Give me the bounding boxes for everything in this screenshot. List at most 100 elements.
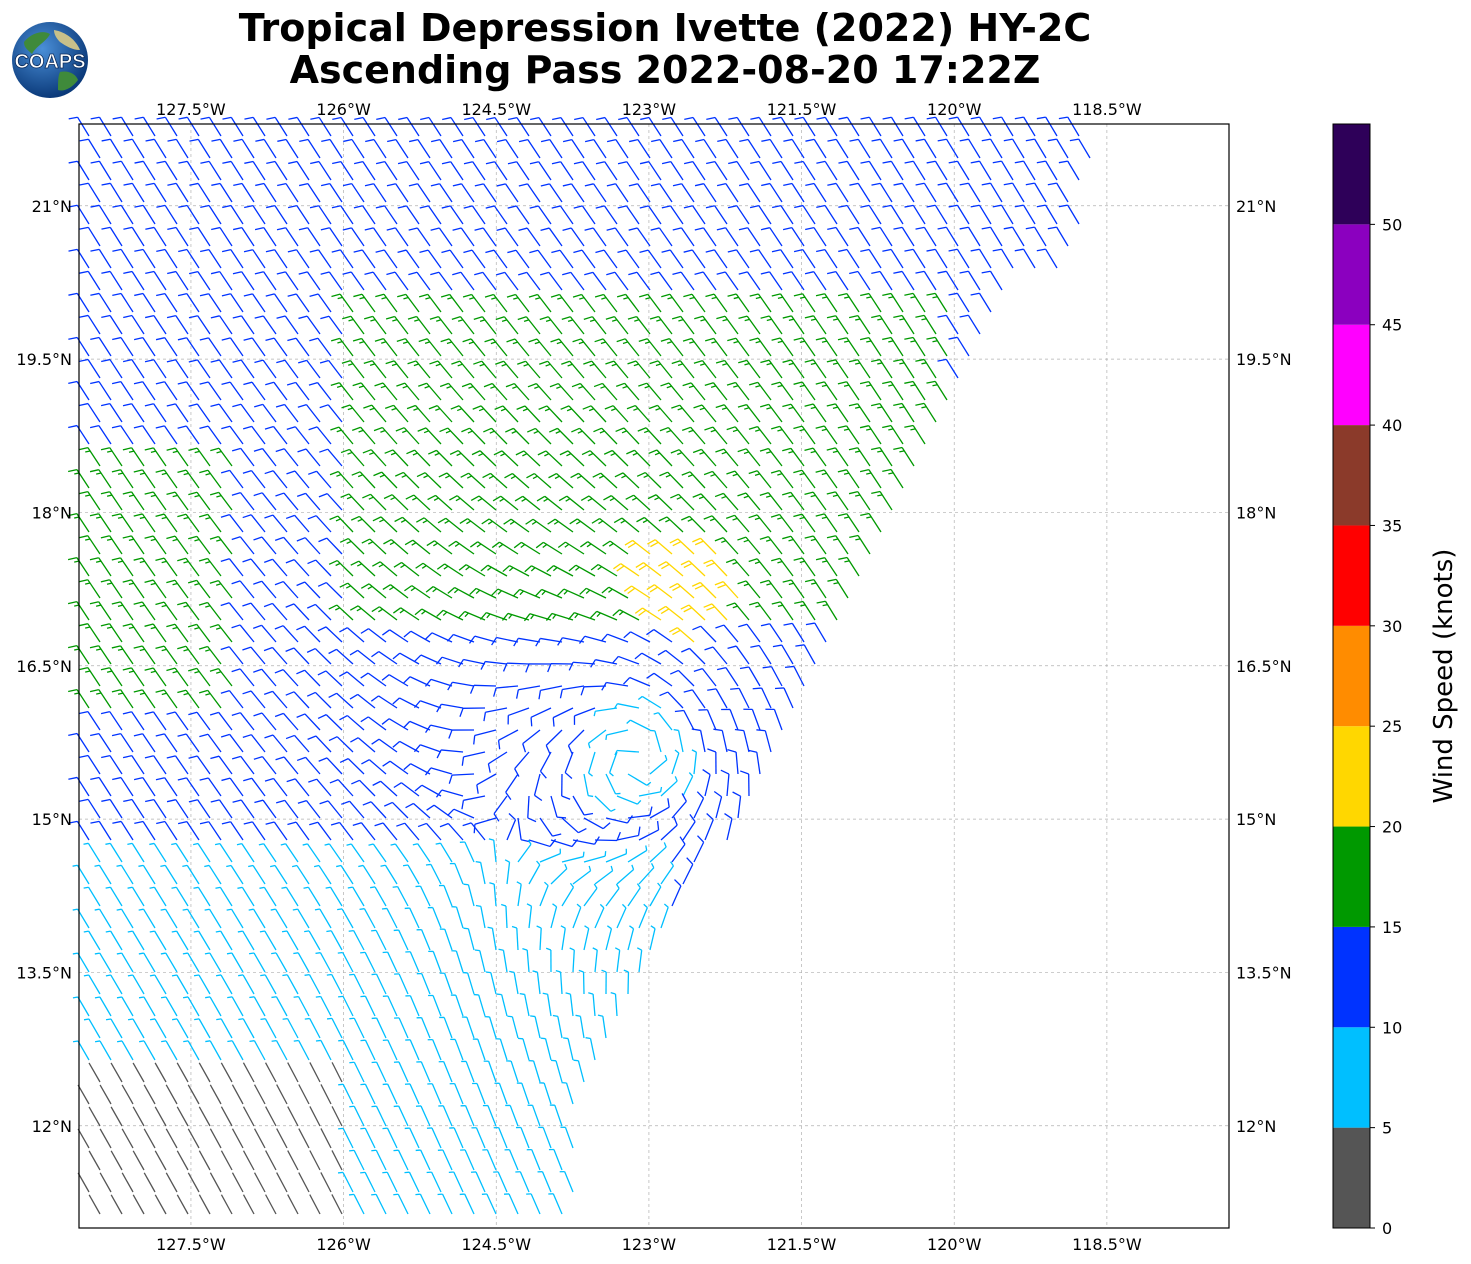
wind-barb bbox=[493, 685, 519, 697]
wind-barb bbox=[682, 813, 696, 841]
wind-barb bbox=[588, 992, 596, 1017]
wind-barb bbox=[315, 1039, 332, 1061]
wind-barb bbox=[394, 471, 420, 489]
wind-barb bbox=[165, 1084, 178, 1105]
wind-barb bbox=[660, 903, 669, 929]
wind-barb bbox=[647, 539, 673, 555]
wind-barb bbox=[178, 160, 200, 181]
wind-barb bbox=[573, 205, 596, 225]
wind-barb bbox=[671, 404, 695, 423]
wind-barb bbox=[111, 513, 134, 533]
wind-barb bbox=[671, 749, 680, 775]
wind-barb bbox=[404, 539, 431, 555]
wind-barb bbox=[326, 1017, 343, 1039]
wind-barb bbox=[1014, 248, 1036, 269]
wind-barb bbox=[145, 138, 167, 159]
wind-barb bbox=[448, 773, 475, 784]
wind-barb bbox=[330, 382, 354, 401]
wind-barb bbox=[628, 227, 651, 247]
wind-barb bbox=[325, 886, 343, 907]
wind-barb bbox=[463, 205, 486, 225]
wind-barb bbox=[691, 728, 706, 753]
wind-barb bbox=[559, 450, 585, 467]
wind-barb bbox=[121, 1172, 134, 1193]
wind-barb bbox=[155, 425, 178, 445]
wind-barb bbox=[339, 537, 365, 555]
wind-barb bbox=[231, 1172, 244, 1193]
wind-barb bbox=[682, 382, 706, 401]
wind-barb bbox=[199, 381, 222, 401]
lon-tick-label-top: 127.5°W bbox=[156, 100, 226, 119]
wind-barb bbox=[748, 470, 772, 489]
wind-barb bbox=[382, 951, 398, 973]
wind-barb bbox=[740, 770, 750, 797]
wind-barb bbox=[706, 160, 728, 181]
wind-barb bbox=[538, 1126, 552, 1149]
wind-barb bbox=[210, 799, 233, 819]
wind-barb bbox=[524, 565, 552, 577]
wind-barb bbox=[540, 1037, 552, 1061]
wind-barb bbox=[462, 822, 486, 841]
wind-barb bbox=[358, 864, 376, 885]
wind-barb bbox=[296, 537, 321, 555]
wind-barb bbox=[948, 160, 970, 181]
wind-barb bbox=[155, 513, 178, 533]
wind-barb bbox=[771, 293, 794, 313]
wind-barb bbox=[496, 271, 519, 291]
lat-tick-label-left: 15°N bbox=[32, 810, 72, 829]
wind-barb bbox=[461, 1016, 475, 1039]
wind-barb bbox=[339, 714, 365, 731]
wind-barb bbox=[189, 138, 211, 159]
wind-barb bbox=[394, 516, 420, 533]
wind-barb bbox=[116, 864, 134, 885]
wind-barb bbox=[442, 116, 464, 137]
wind-barb bbox=[528, 338, 552, 357]
wind-barb bbox=[187, 623, 211, 643]
wind-barb bbox=[1036, 160, 1058, 181]
wind-barb bbox=[182, 996, 200, 1017]
wind-barb bbox=[154, 1150, 167, 1171]
wind-barb bbox=[484, 293, 508, 313]
wind-barb bbox=[351, 779, 376, 797]
wind-barb bbox=[1036, 204, 1058, 225]
wind-barb bbox=[292, 908, 310, 929]
wind-barb bbox=[90, 380, 112, 401]
wind-barb bbox=[413, 700, 442, 709]
wind-barb bbox=[759, 403, 783, 423]
wind-barb bbox=[188, 491, 211, 511]
wind-barb bbox=[721, 708, 739, 731]
wind-barb bbox=[210, 271, 233, 291]
wind-barb bbox=[882, 380, 904, 401]
wind-barb bbox=[122, 667, 145, 687]
wind-barb bbox=[560, 925, 566, 951]
wind-barb bbox=[561, 360, 585, 379]
wind-barb bbox=[859, 425, 882, 445]
wind-barb bbox=[198, 689, 222, 709]
wind-barb bbox=[587, 729, 607, 749]
wind-barb bbox=[183, 1040, 200, 1061]
wind-barb bbox=[539, 1082, 552, 1105]
wind-barb bbox=[264, 470, 288, 489]
wind-barb bbox=[522, 729, 541, 753]
wind-barb bbox=[826, 403, 849, 423]
wind-barb bbox=[937, 270, 959, 291]
wind-barb bbox=[926, 292, 948, 313]
wind-barb bbox=[438, 1060, 453, 1083]
wind-barb bbox=[326, 973, 343, 995]
wind-barb bbox=[72, 1040, 90, 1061]
wind-barb bbox=[557, 541, 585, 555]
wind-barb bbox=[426, 1171, 442, 1193]
wind-barb bbox=[133, 381, 156, 401]
wind-barb bbox=[937, 226, 959, 247]
wind-barb bbox=[480, 660, 508, 670]
wind-barb bbox=[526, 903, 533, 929]
wind-barb bbox=[374, 337, 398, 357]
wind-barb bbox=[579, 587, 607, 599]
wind-barb bbox=[1058, 204, 1080, 225]
wind-barb bbox=[482, 472, 508, 489]
wind-barb bbox=[486, 116, 508, 137]
wind-barb bbox=[508, 116, 530, 137]
wind-barb bbox=[397, 205, 420, 225]
wind-barb bbox=[489, 882, 497, 907]
wind-barb bbox=[539, 881, 549, 907]
